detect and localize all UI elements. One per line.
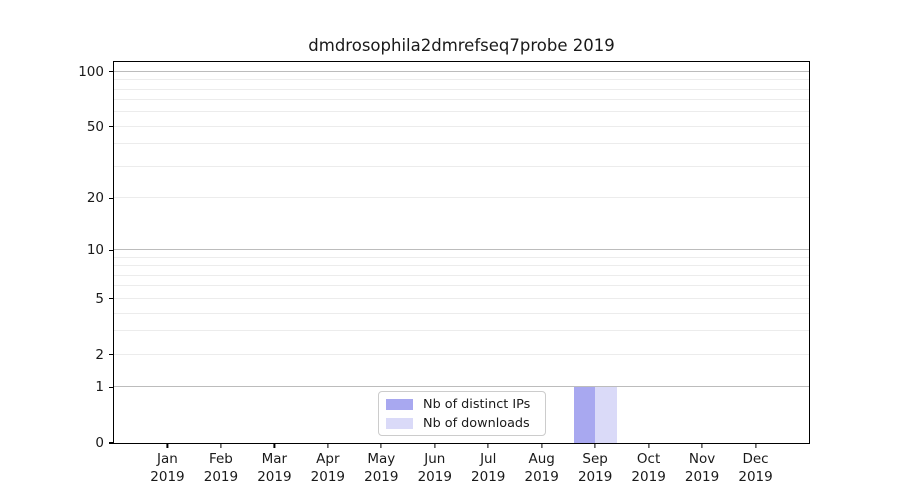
x-tick-mark (434, 443, 436, 448)
minor-gridline (114, 353, 809, 355)
minor-gridline (114, 165, 809, 167)
x-tick-label: Jul 2019 (471, 451, 506, 485)
y-tick-label: 2 (95, 346, 104, 363)
bar (595, 387, 617, 443)
x-tick-label: Sep 2019 (577, 451, 613, 485)
y-tick-mark (109, 71, 114, 73)
y-tick-label: 0 (95, 435, 104, 451)
major-gridline (114, 249, 809, 251)
y-tick-mark (109, 249, 114, 251)
minor-gridline (114, 330, 809, 332)
legend-swatch (386, 417, 413, 429)
x-tick-label: May 2019 (364, 451, 399, 485)
y-tick-label: 1 (95, 379, 104, 396)
x-tick-label: Jun 2019 (417, 451, 452, 485)
x-tick-mark (327, 443, 329, 448)
legend-row: Nb of downloads (386, 416, 538, 431)
plot-area: 0 1 2 5 10 20 50 100 Jan 2019 Feb 2019 Mar 2019 Ap… (78, 61, 810, 485)
x-tick-label: Mar 2019 (257, 451, 292, 485)
minor-gridline (114, 274, 809, 276)
y-tick-mark (109, 442, 114, 444)
x-tick-mark (754, 443, 757, 448)
x-tick-mark (648, 443, 650, 448)
y-tick-label: 5 (95, 290, 104, 307)
x-tick-label: Dec 2019 (738, 451, 773, 485)
x-tick-label: Oct 2019 (631, 451, 666, 485)
legend: Nb of distinct IPs Nb of downloads (378, 391, 546, 436)
legend-label: Nb of downloads (423, 415, 530, 431)
minor-gridline (114, 143, 809, 145)
minor-gridline (114, 125, 809, 127)
x-tick-mark (701, 443, 703, 448)
minor-gridline (114, 285, 809, 287)
y-tick-mark (109, 354, 114, 356)
minor-gridline (114, 312, 809, 314)
x-tick-label: Feb 2019 (203, 451, 239, 485)
y-tick-label: 100 (78, 63, 104, 80)
legend-row: Nb of distinct IPs (386, 397, 538, 412)
minor-gridline (114, 256, 809, 258)
y-tick-label: 10 (86, 242, 104, 259)
x-tick-mark (166, 443, 169, 448)
major-gridline (114, 70, 809, 72)
chart-title: dmdrosophila2dmrefseq7probe 2019 (308, 36, 615, 55)
x-tick-mark (220, 443, 222, 448)
x-tick-label: Aug 2019 (524, 451, 559, 485)
x-tick-mark (380, 443, 382, 448)
y-tick-mark (109, 126, 114, 128)
x-tick-label: Apr 2019 (310, 451, 346, 485)
x-tick-mark (487, 443, 489, 448)
y-tick-mark (109, 298, 114, 300)
x-tick-label: Jan 2019 (150, 451, 185, 485)
major-gridline (114, 386, 809, 388)
x-tick-mark (541, 443, 543, 448)
y-tick-mark (109, 386, 114, 388)
minor-gridline (114, 99, 809, 101)
x-tick-mark (594, 443, 596, 448)
minor-gridline (114, 79, 809, 81)
legend-swatch (386, 398, 413, 410)
y-tick-mark (109, 197, 114, 199)
legend-label: Nb of distinct IPs (423, 396, 531, 412)
y-tick-label: 20 (86, 190, 104, 207)
minor-gridline (114, 265, 809, 267)
minor-gridline (114, 197, 809, 199)
minor-gridline (114, 88, 809, 90)
x-tick-mark (273, 443, 275, 448)
y-tick-label: 50 (86, 118, 104, 135)
minor-gridline (114, 297, 809, 299)
x-tick-label: Nov 2019 (684, 451, 720, 485)
bar (573, 387, 596, 443)
minor-gridline (114, 111, 809, 113)
